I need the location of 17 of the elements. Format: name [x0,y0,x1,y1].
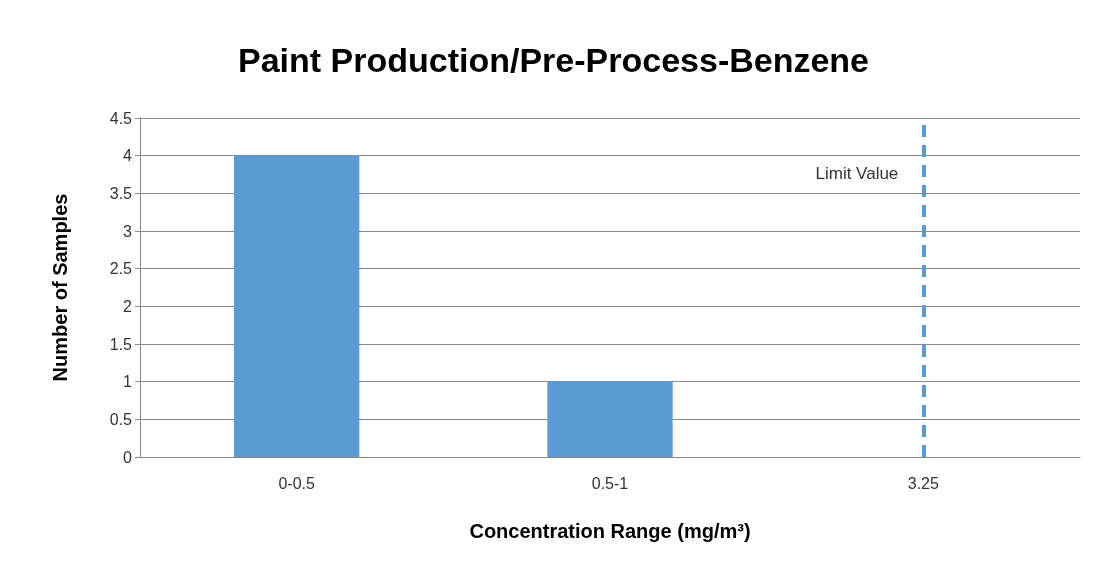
y-tick-label: 2.5 [109,260,133,278]
y-axis-title: Number of Samples [49,193,71,382]
x-tick-label: 0.5-1 [591,474,629,492]
x-tick-label: 0-0.5 [278,474,315,492]
y-tick-label: 1.5 [109,335,133,353]
y-tick-label: 1 [123,373,133,391]
y-tick-label: 3.5 [109,184,133,202]
chart-title: Paint Production/Pre-Process-Benzene [237,41,870,79]
y-tick-label: 4 [123,147,133,165]
y-tick-label: 2 [123,297,133,315]
y-tick-label: 3 [123,222,133,240]
y-tick-label: 0.5 [109,410,133,428]
y-tick-label: 0 [123,448,133,466]
x-tick-label: 3.25 [907,474,940,492]
y-tick-label: 4.5 [109,109,133,127]
x-axis-title: Concentration Range (mg/m³) [469,520,751,542]
ref-line-label: Limit Value [815,163,899,183]
